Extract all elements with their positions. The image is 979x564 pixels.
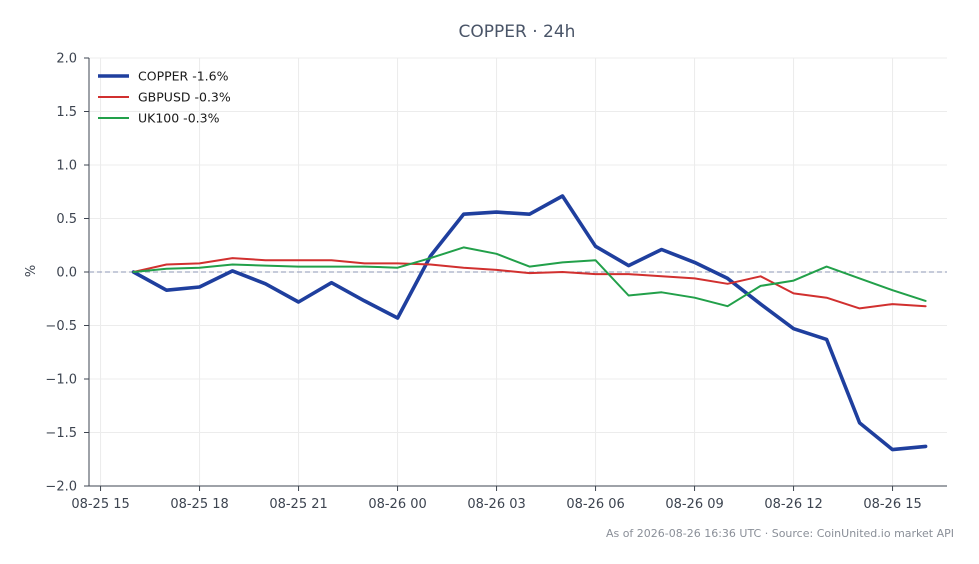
y-tick-label: 2.0 xyxy=(56,52,77,67)
y-tick-label: −1.5 xyxy=(45,426,77,441)
y-tick-label: −1.0 xyxy=(45,373,77,388)
x-tick-label: 08-25 15 xyxy=(71,497,129,512)
y-tick-label: −2.0 xyxy=(45,480,77,495)
series-line-0 xyxy=(131,194,928,452)
series-lines xyxy=(131,194,928,452)
x-tick-label: 08-26 03 xyxy=(467,497,525,512)
legend-label-1: GBPUSD -0.3% xyxy=(138,90,231,105)
x-tick-label: 08-26 00 xyxy=(368,497,426,512)
legend-label-2: UK100 -0.3% xyxy=(138,111,220,126)
legend-label-0: COPPER -1.6% xyxy=(138,69,229,84)
x-tick-label: 08-26 09 xyxy=(665,497,723,512)
x-tick-label: 08-26 15 xyxy=(863,497,921,512)
y-axis-label: % xyxy=(24,265,39,277)
series-line-2 xyxy=(132,246,927,308)
series-line-1 xyxy=(132,257,927,310)
chart-title: COPPER · 24h xyxy=(459,22,576,42)
y-tick-label: −0.5 xyxy=(45,319,77,334)
axes: 2.0 1.5 1.0 0.5 0.0 −0.5 −1.0 −1.5 −2.0 08-25 15 0… xyxy=(45,52,947,512)
y-tick-label: 1.5 xyxy=(56,105,77,120)
legend: COPPER -1.6% GBPUSD -0.3% UK100 -0.3% xyxy=(98,69,231,126)
x-tick-label: 08-26 06 xyxy=(566,497,624,512)
footer-source-note: As of 2026-08-26 16:36 UTC · Source: Coi… xyxy=(606,527,954,540)
x-tick-label: 08-25 21 xyxy=(269,497,327,512)
y-tick-label: 1.0 xyxy=(56,159,77,174)
x-tick-label: 08-26 12 xyxy=(764,497,822,512)
x-tick-label: 08-25 18 xyxy=(170,497,228,512)
y-tick-label: 0.5 xyxy=(56,212,77,227)
y-tick-label: 0.0 xyxy=(56,266,77,281)
